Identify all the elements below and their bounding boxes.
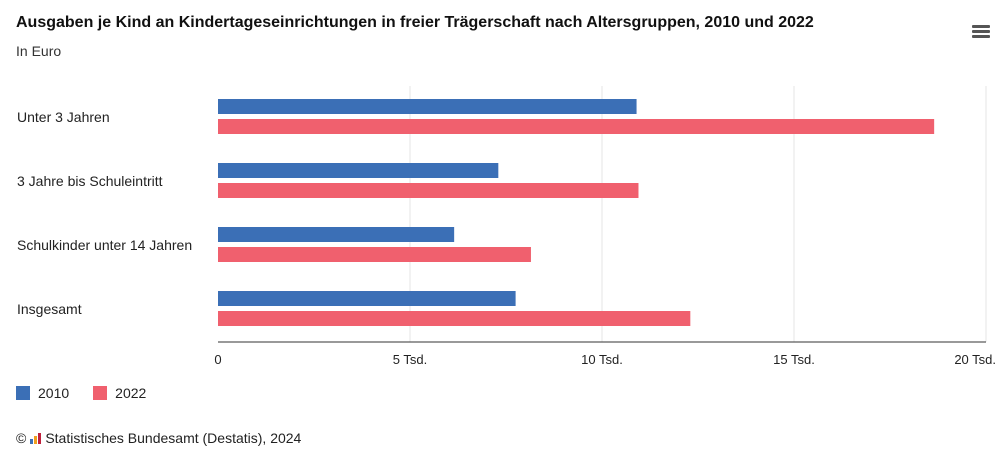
bar-2022 <box>218 119 935 134</box>
destatis-logo-icon <box>30 432 42 444</box>
bar-chart: 0 5 Tsd. 10 Tsd. 15 Tsd. 20 Tsd. Unter 3 Jahr… <box>17 86 996 367</box>
legend-item-2022[interactable]: 2022 <box>93 385 146 401</box>
category-label: 3 Jahre bis Schuleintritt <box>17 173 163 189</box>
copyright-symbol: © <box>16 430 27 446</box>
bar-2010 <box>218 163 499 178</box>
bar-2022 <box>218 311 691 326</box>
x-tick-label: 20 Tsd. <box>954 352 996 367</box>
x-tick-label: 10 Tsd. <box>581 352 623 367</box>
legend-item-2010[interactable]: 2010 <box>16 385 69 401</box>
bar-2010 <box>218 291 516 306</box>
x-tick-label: 0 <box>214 352 221 367</box>
x-tick-label: 5 Tsd. <box>393 352 427 367</box>
chart-subtitle: In Euro <box>16 43 62 59</box>
category-label: Schulkinder unter 14 Jahren <box>17 237 192 253</box>
source-footer: © Statistisches Bundesamt (Destatis), 20… <box>16 430 301 446</box>
bar-2022 <box>218 183 639 198</box>
bar-2010 <box>218 99 637 114</box>
bar-2022 <box>218 247 531 262</box>
legend: 2010 2022 <box>16 385 146 401</box>
category-label: Insgesamt <box>17 301 82 317</box>
hamburger-menu-icon[interactable] <box>972 25 990 39</box>
legend-swatch-2022 <box>93 386 108 400</box>
source-text: Statistisches Bundesamt (Destatis), 2024 <box>45 430 302 446</box>
chart-title: Ausgaben je Kind an Kindertageseinrichtu… <box>16 14 814 31</box>
x-tick-label: 15 Tsd. <box>773 352 815 367</box>
legend-swatch-2010 <box>16 386 30 400</box>
legend-label-2022: 2022 <box>115 385 147 401</box>
legend-label-2010: 2010 <box>38 385 70 401</box>
category-label: Unter 3 Jahren <box>17 109 110 125</box>
bar-2010 <box>218 227 455 242</box>
